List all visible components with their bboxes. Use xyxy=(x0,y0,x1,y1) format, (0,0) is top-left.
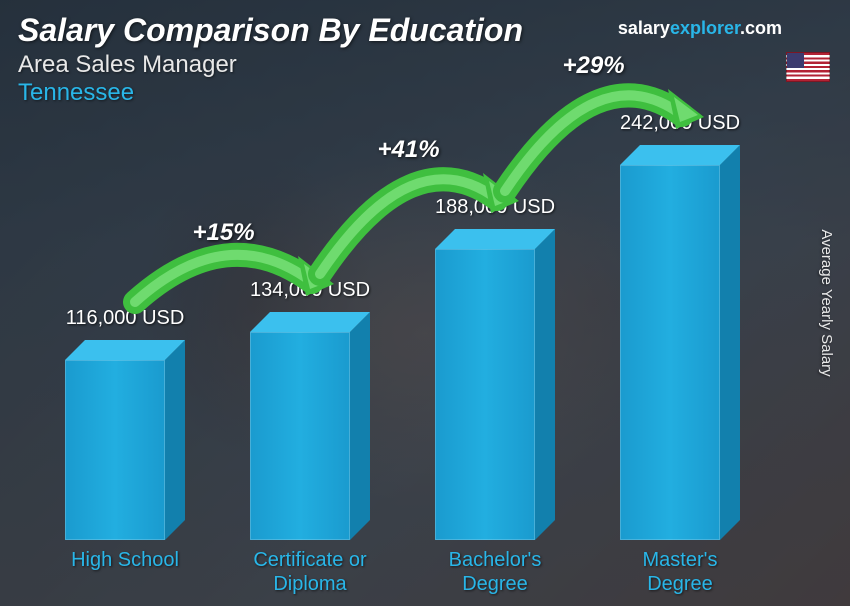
logo-part3: .com xyxy=(740,18,782,38)
increase-pct-label: +15% xyxy=(193,219,255,247)
bar-label: Bachelor'sDegree xyxy=(405,548,585,596)
bar-side xyxy=(720,145,740,540)
flag-icon xyxy=(786,52,830,82)
y-axis-label: Average Yearly Salary xyxy=(818,229,835,376)
increase-pct-label: +29% xyxy=(563,52,625,80)
increase-arc xyxy=(475,32,720,540)
increase-pct-label: +41% xyxy=(378,136,440,164)
bar-label: High School xyxy=(35,548,215,572)
chart-area: 116,000 USDHigh School134,000 USDCertifi… xyxy=(50,110,780,540)
bar-label: Certificate orDiploma xyxy=(220,548,400,596)
bar-label: Master'sDegree xyxy=(590,548,770,596)
